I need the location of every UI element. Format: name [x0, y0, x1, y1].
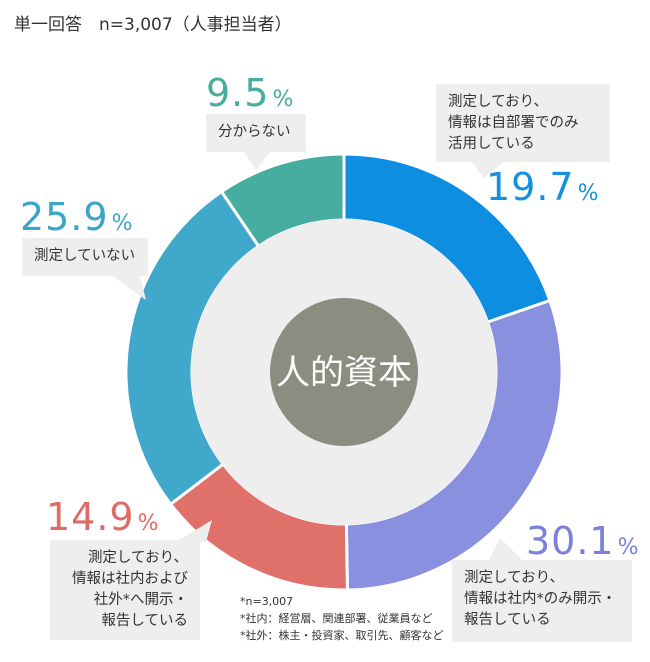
- percent-value: 30.1: [526, 519, 615, 563]
- callout-line: 報告している: [464, 612, 551, 628]
- percent-value: 25.9: [20, 195, 109, 239]
- percent-value: 9.5: [206, 71, 270, 115]
- callout-pointer-1: [488, 538, 524, 562]
- percent-unit: %: [617, 535, 639, 560]
- chart-subtitle: 単一回答 n=3,007（人事担当者）: [14, 15, 292, 35]
- callout-line: 情報は自部署でのみ: [448, 115, 579, 131]
- callout-pointer-0: [470, 160, 506, 178]
- callout-pointer-3: [112, 276, 146, 300]
- callout-line: 情報は社内*のみ開示・: [464, 591, 617, 607]
- percent-unit: %: [577, 181, 599, 206]
- footnote: *n=3,007: [240, 595, 294, 608]
- callout-pointer-2: [176, 520, 212, 542]
- callout-line: 報告している: [101, 613, 188, 629]
- callout-line: 測定していない: [34, 248, 136, 264]
- percent-label-slice-4: 9.5%: [206, 74, 293, 112]
- callout-line: 社外*へ開示・: [93, 592, 188, 608]
- callout-slice-2: 測定しており、 情報は社内および 社外*へ開示・ 報告している: [50, 540, 200, 640]
- callout-line: 情報は社内および: [72, 571, 188, 587]
- callout-line: 分からない: [218, 124, 291, 140]
- callout-line: 測定しており、: [448, 94, 549, 110]
- callout-slice-0: 測定しており、 情報は自部署でのみ 活用している: [436, 84, 610, 162]
- percent-label-slice-0: 19.7%: [486, 168, 599, 206]
- callout-line: 活用している: [448, 136, 535, 152]
- percent-label-slice-1: 30.1%: [526, 522, 639, 560]
- percent-label-slice-3: 25.9%: [20, 198, 133, 236]
- center-circle: [270, 298, 418, 446]
- footnotes: *n=3,007 *社内：経営層、関連部署、従業員など *社外：株主・投資家、取…: [240, 593, 444, 644]
- callout-slice-3: 測定していない: [22, 238, 148, 276]
- callout-pointer-4: [244, 152, 270, 170]
- percent-unit: %: [137, 511, 159, 536]
- callout-slice-4: 分からない: [206, 114, 306, 152]
- center-label: 人的資本: [276, 353, 412, 393]
- percent-value: 14.9: [46, 495, 135, 539]
- percent-unit: %: [272, 87, 294, 112]
- footnote: *社外：株主・投資家、取引先、顧客など: [240, 629, 444, 642]
- callout-slice-1: 測定しており、 情報は社内*のみ開示・ 報告している: [452, 560, 632, 642]
- percent-value: 19.7: [486, 165, 575, 209]
- footnote: *社内：経営層、関連部署、従業員など: [240, 612, 433, 625]
- percent-label-slice-2: 14.9%: [46, 498, 159, 536]
- callout-line: 測定しており、: [464, 570, 565, 586]
- percent-unit: %: [111, 211, 133, 236]
- callout-line: 測定しており、: [87, 550, 188, 566]
